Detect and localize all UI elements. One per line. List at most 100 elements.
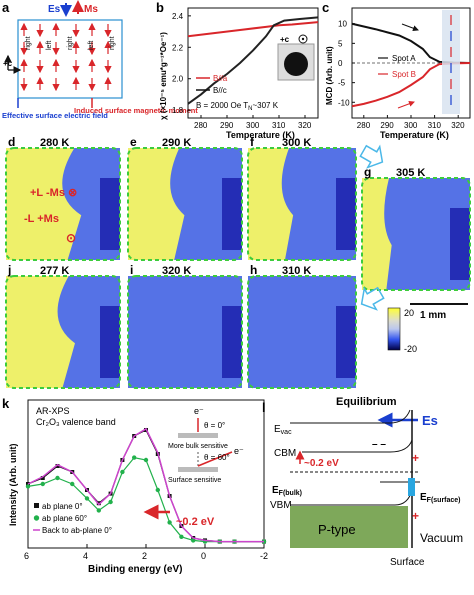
annotation-sub: N [248,106,252,112]
map-temp-f: 300 K [282,137,311,149]
vacuum-label: Vacuum [420,531,463,545]
cbm-level [302,439,413,453]
colorbar-max: 20 [404,308,414,318]
legend-k: ab plane 0° ab plane 60° Back to ab-plan… [33,502,112,535]
theta0-label: θ = 0° [204,421,225,430]
odot-dot-icon [301,37,305,41]
colorbar-gradient [387,307,401,351]
plot-c-xlabel: Temperature (K) [380,130,449,140]
map-letter-e: e [130,135,137,149]
legend-k-0-marker [34,503,39,508]
map-e: e 290 K [127,135,243,261]
ptype-region [290,506,408,548]
es-label: Es [48,4,61,15]
map-boundary [5,275,121,389]
panel-k: k 6 4 2 0 -2 Binding energy (eV) Intensity (… [2,396,268,575]
marker-circle [179,534,184,539]
plot-k-xlabel: Binding energy (eV) [88,564,182,575]
emission-tilted-line [197,451,233,467]
map-temp-e: 290 K [162,137,191,149]
xtick-label-k: 4 [83,551,88,561]
plot-b-xticks: 280 290 300 310 320 [194,115,312,130]
panel-c-label: c [322,0,329,15]
marker-circle [84,496,90,501]
plot-b-yticks: 1.8 2.0 2.2 2.4 [172,12,191,115]
marker-circle [120,469,125,475]
xtick-label-k: 0 [201,551,206,561]
map-temp-d: 280 K [40,137,69,149]
cbm-label: CBM [274,448,296,459]
ef-surface-sub: F(surface) [427,497,461,504]
marker-circle [155,487,160,493]
legend-k-2: Back to ab-plane 0° [42,526,112,535]
k-title-1: AR-XPS [36,406,70,416]
spin-arrows [20,22,112,92]
panel-c: c 280 290 300 310 320 10 5 0 -5 -10 Temperature … [322,0,471,140]
xtick-label-c: 290 [380,121,394,130]
ms-label: Ms [84,4,98,15]
crystal-schematic [17,19,123,99]
ef-surface-label: EF(surface) [420,492,461,504]
surface-label: Surface sensitive [168,477,221,484]
panel-k-label: k [2,396,10,411]
ef-surface-main: E [420,492,427,503]
colorbar: 20 -20 1 mm [387,303,468,354]
xtick-label-b: 310 [272,121,286,130]
map-yellow-domain [248,148,294,260]
d-annot-bottom: -L +Ms [24,213,59,225]
panel-d-annotations: +L -Ms ⊗ -L +Ms ⊙ [24,187,77,245]
marker-circle [191,538,196,543]
scale-label: 1 mm [420,310,446,321]
map-boundary [127,147,243,261]
marker-circle [25,484,31,489]
panel-b-label: b [156,0,164,15]
sample-crystal [284,52,308,76]
series-line-k [27,429,264,543]
trend-arrow-a [401,23,419,32]
sequence-arrow-1-icon [359,144,384,169]
bulk-label: More bulk sensitive [168,443,228,450]
map-letter-g: g [364,165,371,179]
evac-level [290,409,411,424]
shift-label-l: ~0.2 eV [304,458,339,469]
plot-b-xlabel: Temperature (K) [226,130,295,140]
map-letter-f: f [250,135,255,149]
map-yellow-domain [362,178,392,290]
legend-b-c: B//c [213,86,227,95]
vbm-label: VBM [270,500,292,511]
ytick-label-b: 2.4 [172,12,184,21]
map-dark-domain [222,306,242,378]
marker-square [96,501,101,506]
map-letter-d: d [8,135,15,149]
ytick-label-c: -10 [338,98,350,107]
row-label-3: right [67,36,74,50]
ytick-label-b: 2.2 [172,43,184,52]
panel-l: l Equilibrium Es Evac CBM – – ~0.2 eV EF… [262,396,463,568]
map-letter-i: i [130,263,133,277]
ef-bulk-sub: F(bulk) [279,490,302,497]
legend-c-a: Spot A [392,54,416,63]
map-letter-h: h [250,263,257,277]
xtick-label-k: 6 [24,551,29,561]
map-yellow-domain [6,276,75,388]
theta60-label: θ = 60° [204,453,230,462]
legend-k-1: ab plane 60° [42,514,87,523]
map-boundary [5,147,121,261]
map-dark-domain [100,306,120,378]
mcd-maps: d 280 K e 290 K f 300 K g 305 K j 277 K i 320 K h 310… [5,135,471,389]
odot-icon [298,34,308,44]
evac-main: E [274,424,281,435]
series-line-k [27,456,264,543]
map-dark-domain [100,178,120,250]
ytick-label-b: 2.0 [172,75,184,84]
annotation-main: B = 2000 Oe T [196,101,248,110]
map-temp-g: 305 K [396,167,425,179]
legend-k-0: ab plane 0° [42,502,83,511]
sequence-arrow-2-icon [360,286,385,311]
marker-circle [40,481,45,487]
series-line-b [187,21,319,38]
row-label-5: right [109,36,116,50]
legend-k-1-marker [33,515,40,521]
